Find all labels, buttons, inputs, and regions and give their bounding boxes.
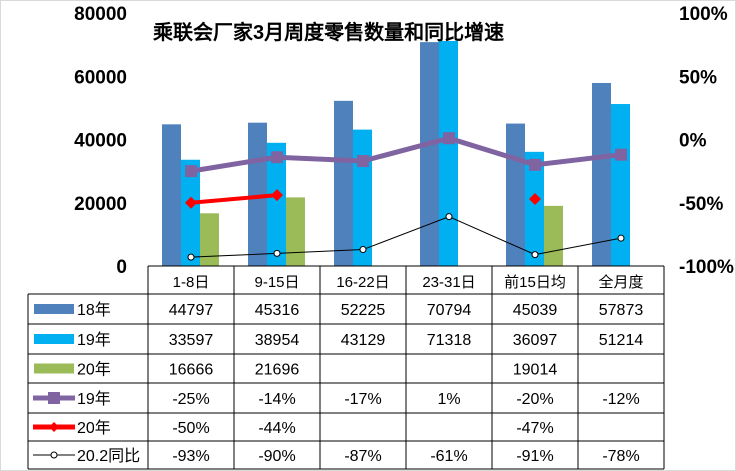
legend-label: 19年 — [77, 390, 111, 408]
marker-circle — [359, 246, 367, 254]
legend-label: 20年 — [77, 361, 111, 379]
table-cell: 33597 — [169, 332, 214, 349]
bar-19年 — [181, 159, 200, 266]
table-cell: -91% — [516, 448, 553, 465]
marker-diamond — [271, 189, 283, 202]
marker-square — [357, 155, 369, 168]
legend-label: 18年 — [77, 301, 111, 319]
right-axis-tick: 50% — [679, 67, 717, 88]
marker-circle — [187, 253, 195, 261]
table-cell: -87% — [344, 448, 381, 465]
bar-18年 — [420, 42, 439, 266]
bar-18年 — [162, 124, 181, 266]
table-cell: -93% — [172, 448, 209, 465]
marker-circle — [531, 251, 539, 259]
table-cell: -50% — [172, 420, 209, 437]
bar-20年 — [286, 197, 305, 266]
table-cell: -61% — [430, 448, 467, 465]
table-cell: -44% — [258, 420, 295, 437]
marker-circle — [445, 213, 453, 221]
right-axis-tick: 100% — [679, 4, 728, 25]
marker-circle — [617, 234, 625, 242]
left-axis-tick: 60000 — [74, 67, 127, 88]
bar-19年 — [267, 142, 286, 266]
table-cell: 38954 — [255, 332, 300, 349]
table-cell: 45316 — [255, 302, 300, 319]
table-cell: -17% — [344, 391, 381, 408]
chart-title: 乘联会厂家3月周度零售数量和同比增速 — [152, 20, 504, 44]
bar-19年 — [353, 129, 372, 266]
marker-square — [48, 392, 60, 404]
legend-label: 20.2同比 — [77, 447, 140, 465]
marker-square — [615, 148, 627, 161]
category-label: 9-15日 — [254, 274, 299, 291]
legend-label: 20年 — [77, 419, 111, 437]
bar-19年 — [611, 104, 630, 266]
table-cell: 57873 — [599, 302, 644, 319]
table-cell: -20% — [516, 391, 553, 408]
marker-square — [185, 165, 197, 178]
table-cell: -14% — [258, 391, 295, 408]
legend-key-19年 — [34, 334, 74, 344]
left-axis-tick: 20000 — [74, 194, 127, 215]
category-label: 前15日均 — [504, 274, 566, 291]
table-cell: 51214 — [599, 332, 644, 349]
right-axis-tick: -50% — [679, 194, 723, 215]
right-axis-tick: 0% — [679, 131, 707, 152]
table-cell: 36097 — [513, 332, 558, 349]
marker-square — [443, 132, 455, 145]
table-cell: 52225 — [341, 302, 386, 319]
marker-circle — [273, 249, 281, 257]
marker-circle — [50, 451, 58, 459]
marker-diamond — [49, 422, 59, 432]
bar-19年 — [525, 151, 544, 266]
marker-diamond — [185, 196, 197, 209]
category-label: 1-8日 — [173, 274, 210, 291]
left-axis-tick: 40000 — [74, 131, 127, 152]
table-cell: 19014 — [513, 362, 558, 379]
marker-square — [529, 158, 541, 171]
table-cell: -25% — [172, 391, 209, 408]
line-20.2同比 — [190, 216, 622, 258]
bar-18年 — [334, 100, 353, 266]
table-cell: 16666 — [169, 362, 214, 379]
table-cell: 71318 — [427, 332, 472, 349]
line-20年 — [190, 193, 278, 205]
table-cell: -12% — [602, 391, 639, 408]
table-cell: 21696 — [255, 362, 300, 379]
table-cell: -47% — [516, 420, 553, 437]
legend-key-20年 — [34, 363, 74, 374]
table-cell: -78% — [602, 448, 639, 465]
table-cell: 44797 — [169, 302, 214, 319]
bar-20年 — [200, 213, 219, 266]
category-label: 16-22日 — [336, 274, 389, 291]
table-cell: 45039 — [513, 302, 558, 319]
table-cell: -90% — [258, 448, 295, 465]
left-axis-tick: 80000 — [74, 4, 127, 25]
bar-20年 — [544, 205, 563, 266]
table-cell: 70794 — [427, 302, 472, 319]
bar-18年 — [592, 82, 611, 266]
table-cell: 1% — [437, 391, 460, 408]
line-19年 — [190, 135, 622, 174]
category-label: 23-31日 — [422, 274, 475, 291]
right-axis-tick: -100% — [679, 257, 734, 278]
bar-19年 — [439, 41, 458, 266]
bar-18年 — [506, 123, 525, 266]
category-label: 全月度 — [598, 273, 643, 291]
left-axis-tick: 0 — [116, 257, 127, 278]
legend-key-18年 — [34, 304, 74, 314]
legend-label: 19年 — [77, 331, 111, 349]
marker-diamond — [529, 192, 541, 205]
marker-square — [271, 151, 283, 164]
table-cell: 43129 — [341, 332, 386, 349]
